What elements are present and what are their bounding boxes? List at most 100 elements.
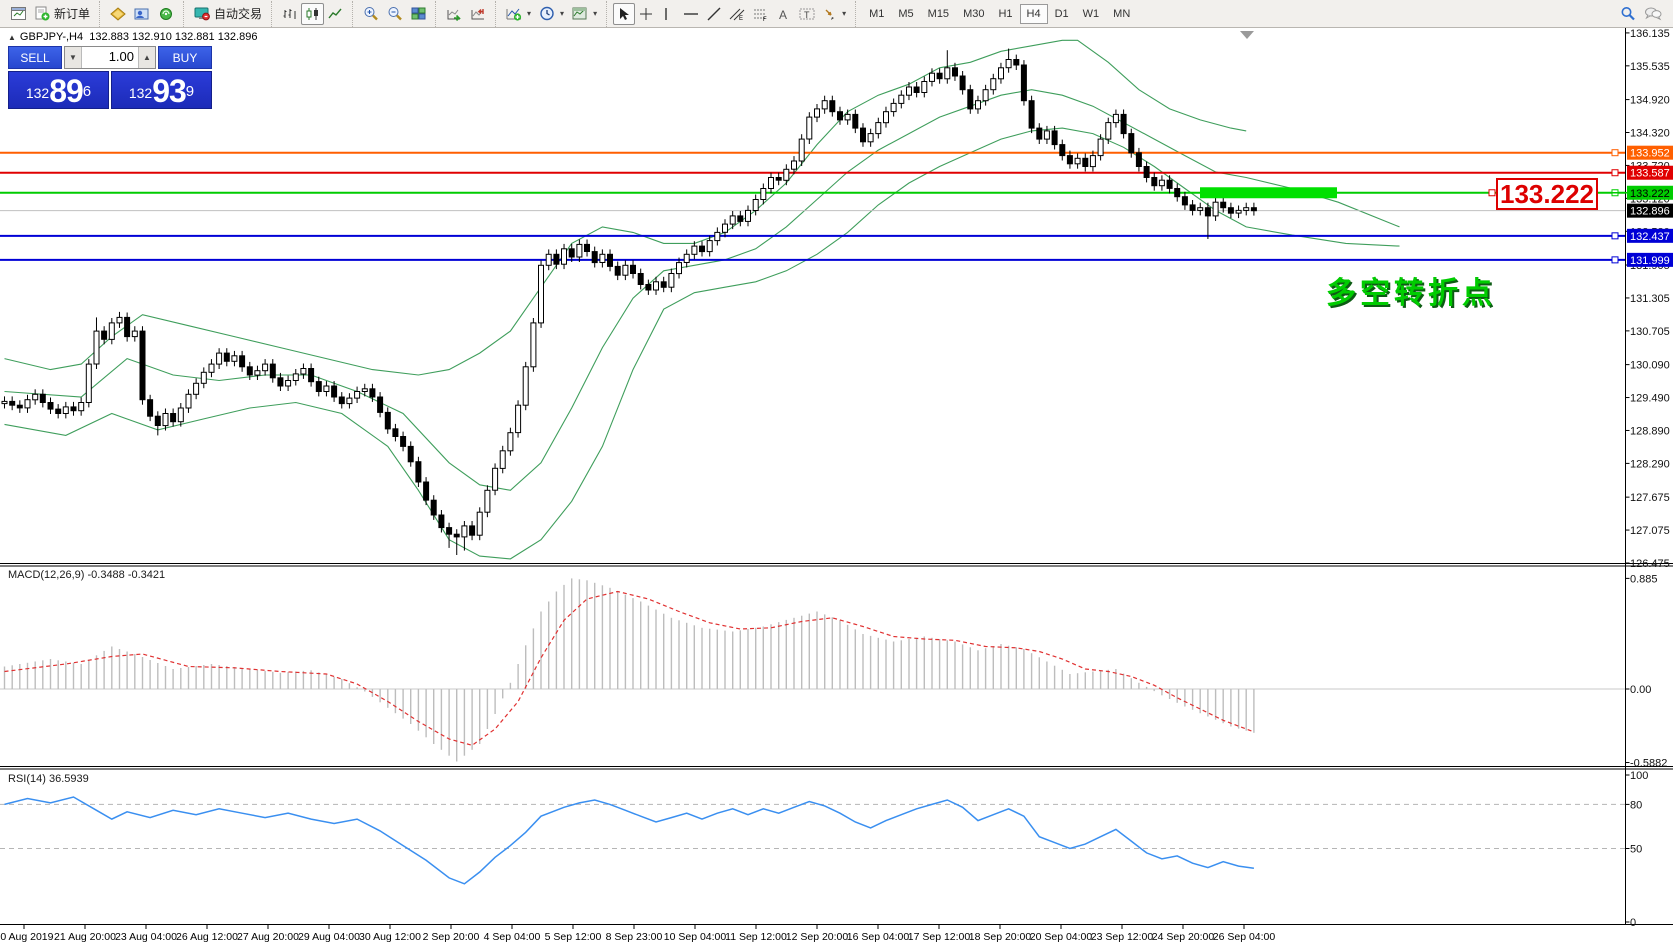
line-handle-133.587[interactable] (1611, 169, 1619, 177)
timeframe-h4[interactable]: H4 (1019, 3, 1048, 24)
new-order-label: 新订单 (54, 7, 91, 21)
buy-price-button[interactable]: 132 93 9 (111, 71, 212, 109)
time-label-20[interactable]: 26 Sep 04:00 (1213, 931, 1276, 943)
time-label-11[interactable]: 10 Sep 04:00 (664, 931, 727, 943)
volume-increase-button[interactable]: ▲ (138, 47, 155, 68)
autotrading-button[interactable]: 自动交易 (190, 3, 266, 25)
chart-window-icon-button[interactable] (7, 3, 30, 25)
horizontal-line-tool-button[interactable] (679, 3, 703, 25)
navigator-button[interactable] (154, 3, 178, 25)
market-watch-button[interactable] (130, 3, 154, 25)
price-tick-label-127.075: 127.075 (1630, 525, 1670, 537)
time-label-13[interactable]: 12 Sep 20:00 (786, 931, 849, 943)
trendline-tool-button[interactable] (703, 3, 725, 25)
price-badge-131.999 (1627, 252, 1673, 267)
templates-button[interactable]: ▾ (568, 3, 601, 25)
time-label-0[interactable]: 20 Aug 2019 (0, 931, 54, 943)
volume-decrease-button[interactable]: ▼ (65, 47, 82, 68)
timeframe-h1[interactable]: H1 (998, 7, 1013, 20)
vertical-line-icon (665, 7, 667, 20)
volume-value[interactable]: 1.00 (108, 49, 134, 64)
text-tool-button[interactable]: A (773, 3, 795, 25)
time-label-16[interactable]: 18 Sep 20:00 (969, 931, 1032, 943)
time-label-17[interactable]: 20 Sep 04:00 (1030, 931, 1093, 943)
zoom-in-button[interactable] (359, 3, 383, 25)
time-label-8[interactable]: 4 Sep 04:00 (484, 931, 541, 943)
autotrading-label: 自动交易 (214, 7, 263, 21)
price-annotation-box[interactable]: 133.222 (1496, 178, 1598, 210)
new-order-button[interactable]: 新订单 (30, 3, 94, 25)
sell-button[interactable]: SELL (8, 46, 62, 69)
timeframe-m30[interactable]: M30 (963, 7, 985, 20)
timeframe-m1[interactable]: M1 (869, 7, 885, 20)
line-handle-131.999[interactable] (1611, 256, 1619, 264)
buy-button[interactable]: BUY (158, 46, 212, 69)
time-label-7[interactable]: 2 Sep 20:00 (423, 931, 480, 943)
chart-shift-button[interactable] (466, 3, 490, 25)
macd-signal-line (4, 590, 1255, 746)
time-label-5[interactable]: 29 Aug 04:00 (298, 931, 360, 943)
rsi-axis-label-100: 100 (1630, 770, 1648, 782)
time-label-3[interactable]: 26 Aug 12:00 (176, 931, 238, 943)
channel-tool-button[interactable]: E (725, 3, 749, 25)
timeframe-mn[interactable]: MN (1113, 7, 1131, 20)
time-label-6[interactable]: 30 Aug 12:00 (359, 931, 421, 943)
arrows-tool-button[interactable]: ▾ (819, 3, 850, 25)
autotrading-icon (194, 7, 210, 20)
indicators-icon (506, 8, 522, 21)
timeframe-w1[interactable]: W1 (1082, 7, 1100, 20)
search-button[interactable] (1616, 3, 1640, 25)
indicators-button[interactable]: ▾ (502, 3, 535, 25)
crosshair-tool-button[interactable] (635, 3, 657, 25)
price-tick-label-134.920: 134.920 (1630, 95, 1670, 107)
price-badge-label-133.587: 133.587 (1630, 168, 1670, 180)
tile-windows-button[interactable] (407, 3, 430, 25)
panel-expander-icon[interactable]: ▲ (8, 33, 16, 42)
pivot-note-text[interactable]: 多空转折点 (1326, 277, 1496, 310)
price-badge-132.437 (1627, 228, 1673, 243)
highlight-bar[interactable] (1200, 187, 1337, 199)
svg-text:E: E (739, 16, 743, 21)
volume-spinner: ▼ 1.00 ▲ (64, 46, 156, 69)
time-label-14[interactable]: 16 Sep 04:00 (847, 931, 910, 943)
horizontal-line-icon (684, 12, 699, 15)
periods-button[interactable]: ▾ (535, 3, 568, 25)
sell-price-button[interactable]: 132 89 6 (8, 71, 109, 109)
svg-text:A: A (779, 8, 787, 21)
time-label-19[interactable]: 24 Sep 20:00 (1152, 931, 1215, 943)
timeframe-m5[interactable]: M5 (898, 7, 914, 20)
timeframe-d1[interactable]: D1 (1054, 7, 1069, 20)
macd-axis-label-0.885: 0.885 (1630, 573, 1658, 585)
fibonacci-icon: F (754, 9, 767, 21)
auto-scroll-button[interactable] (442, 3, 466, 25)
annotation-anchor-handle[interactable] (1488, 189, 1496, 197)
line-chart-mode-button[interactable] (324, 3, 347, 25)
time-label-18[interactable]: 23 Sep 12:00 (1091, 931, 1154, 943)
clock-icon (540, 6, 554, 21)
fibonacci-tool-button[interactable]: F (749, 3, 773, 25)
time-label-10[interactable]: 8 Sep 23:00 (606, 931, 663, 943)
time-label-12[interactable]: 11 Sep 12:00 (725, 931, 787, 943)
candlestick-mode-button[interactable] (301, 2, 325, 25)
bar-chart-mode-button[interactable] (278, 3, 301, 25)
price-tick-label-126.475: 126.475 (1630, 558, 1670, 570)
line-handle-132.437[interactable] (1611, 232, 1619, 240)
arrows-caret-icon: ▾ (842, 9, 847, 18)
equidistant-channel-icon: E (729, 8, 745, 21)
vertical-line-tool-button[interactable] (657, 3, 679, 25)
line-handle-133.952[interactable] (1611, 149, 1619, 157)
tile-windows-icon (411, 7, 426, 19)
time-label-15[interactable]: 17 Sep 12:00 (908, 931, 971, 943)
zoom-out-button[interactable] (383, 3, 407, 25)
time-label-9[interactable]: 5 Sep 12:00 (545, 931, 602, 943)
cursor-tool-button[interactable] (613, 2, 636, 25)
text-label-tool-button[interactable]: T (795, 3, 819, 25)
timeframe-group: M1 M5 M15 M30 H1 H4 D1 W1 MN (855, 0, 1140, 27)
profiles-button[interactable] (106, 3, 130, 25)
chat-button[interactable] (1640, 3, 1666, 25)
time-label-1[interactable]: 21 Aug 20:00 (54, 931, 116, 943)
time-label-4[interactable]: 27 Aug 20:00 (237, 931, 299, 943)
time-label-2[interactable]: 23 Aug 04:00 (115, 931, 177, 943)
timeframe-m15[interactable]: M15 (927, 7, 950, 20)
